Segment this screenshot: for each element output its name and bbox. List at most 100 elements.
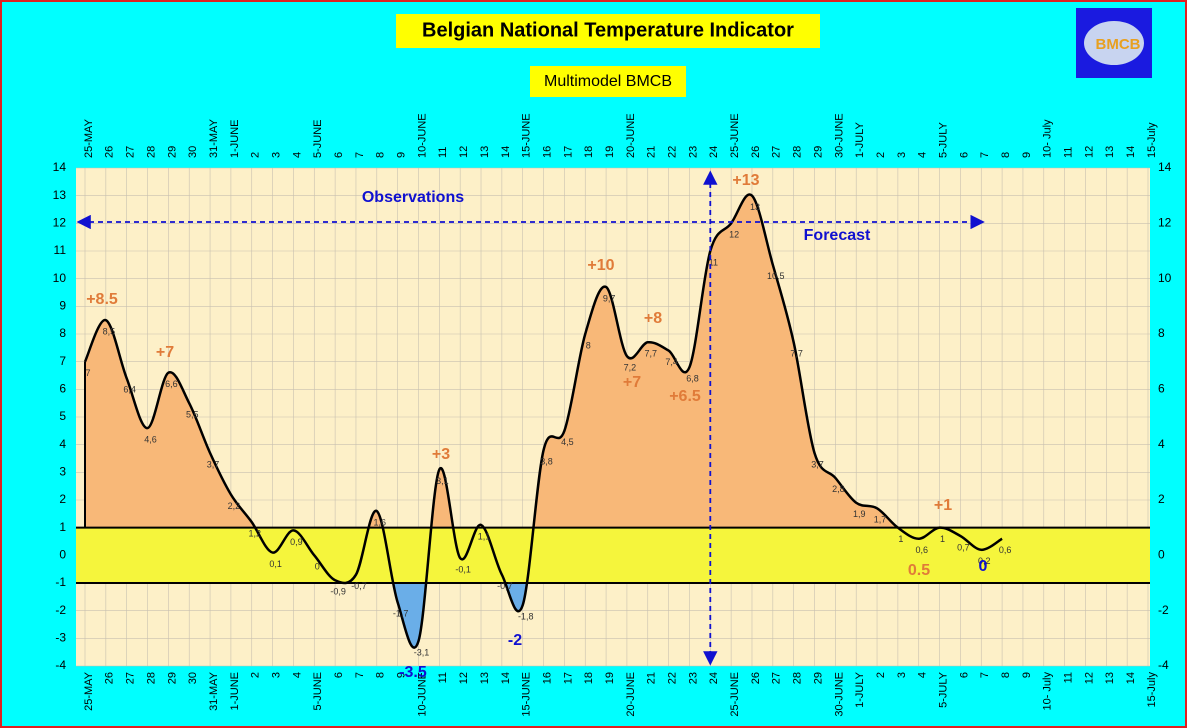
- x-tick-label-top: 24: [708, 146, 720, 158]
- value-label: 0: [315, 562, 320, 572]
- x-tick-label-top: 13: [1104, 146, 1116, 158]
- value-label: 1,9: [853, 509, 866, 519]
- x-tick-label: 5-JUNE: [312, 672, 324, 711]
- y-tick-label: -3: [55, 631, 66, 645]
- x-tick-label: 12: [1083, 672, 1095, 684]
- x-tick-label-top: 6: [958, 152, 970, 158]
- value-label: 1,2: [248, 529, 261, 539]
- annotation: +10: [587, 257, 614, 274]
- x-tick-label: 7: [979, 672, 991, 678]
- x-tick-label: 26: [104, 672, 116, 684]
- logo-text: BMCB: [1096, 36, 1141, 53]
- x-tick-label-top: 3: [896, 152, 908, 158]
- x-tick-label: 22: [667, 672, 679, 684]
- y-tick-label: 1: [59, 520, 66, 534]
- x-tick-label-top: 4: [291, 152, 303, 158]
- x-tick-label-top: 15-July: [1146, 122, 1158, 158]
- x-tick-label: 1-JUNE: [229, 672, 241, 711]
- y-tick-label: 13: [53, 188, 67, 202]
- x-tick-label: 4: [291, 672, 303, 678]
- y2-tick-label: 8: [1158, 326, 1165, 340]
- x-tick-label: 28: [145, 672, 157, 684]
- x-tick-label: 17: [562, 672, 574, 684]
- value-label: 1: [940, 534, 945, 544]
- value-label: 5,5: [186, 410, 199, 420]
- y-tick-label: 14: [53, 160, 67, 174]
- x-tick-label-top: 14: [1125, 146, 1137, 158]
- x-tick-label-top: 9: [1021, 152, 1033, 158]
- x-tick-label: 26: [750, 672, 762, 684]
- x-tick-label-top: 27: [125, 146, 137, 158]
- annotation: Forecast: [804, 227, 871, 244]
- value-label: -0,1: [455, 564, 471, 574]
- value-label: 7,7: [790, 349, 803, 359]
- value-label: 0,6: [999, 545, 1012, 555]
- x-tick-label: 9: [1021, 672, 1033, 678]
- x-tick-label-top: 22: [667, 146, 679, 158]
- value-label: -1,8: [518, 612, 534, 622]
- x-tick-label: 25-JUNE: [729, 672, 741, 717]
- x-tick-label-top: 28: [792, 146, 804, 158]
- y-tick-label: 8: [59, 326, 66, 340]
- value-label: 7,4: [665, 357, 678, 367]
- value-label: 0,6: [915, 545, 928, 555]
- x-tick-label: 27: [125, 672, 137, 684]
- x-tick-label-top: 6: [333, 152, 345, 158]
- x-tick-label: 24: [708, 672, 720, 684]
- x-tick-label: 2: [875, 672, 887, 678]
- value-label: 6,6: [165, 379, 178, 389]
- x-tick-label-top: 10- July: [1042, 119, 1054, 158]
- y-tick-label: 7: [59, 354, 66, 368]
- value-label: -0,7: [351, 581, 367, 591]
- x-tick-label-top: 8: [1000, 152, 1012, 158]
- x-tick-label: 11: [1063, 672, 1075, 683]
- y2-tick-label: 2: [1158, 492, 1165, 506]
- x-tick-label-top: 7: [354, 152, 366, 158]
- value-label: -1,7: [393, 609, 409, 619]
- value-label: -0,7: [497, 581, 513, 591]
- y-tick-label: -2: [55, 603, 66, 617]
- annotation: +1: [934, 497, 952, 514]
- x-tick-label: 4: [917, 672, 929, 678]
- x-tick-label: 21: [646, 672, 658, 684]
- y-tick-label: -1: [55, 575, 66, 589]
- x-tick-label: 9: [396, 672, 408, 678]
- x-tick-label-top: 5-JUNE: [312, 119, 324, 158]
- x-tick-label-top: 11: [437, 147, 449, 158]
- x-tick-label: 8: [375, 672, 387, 678]
- x-tick-label: 12: [458, 672, 470, 684]
- x-tick-label: 15-JUNE: [521, 672, 533, 717]
- annotation: +3: [432, 446, 450, 463]
- x-tick-label: 14: [1125, 672, 1137, 684]
- x-tick-label-top: 9: [396, 152, 408, 158]
- y-tick-label: 5: [59, 409, 66, 423]
- x-tick-label-top: 31-MAY: [208, 118, 220, 158]
- value-label: 2,2: [228, 501, 241, 511]
- x-tick-label-top: 3: [270, 152, 282, 158]
- value-label: 1,7: [874, 515, 887, 525]
- value-label: 4,6: [144, 434, 157, 444]
- x-tick-label-top: 25-JUNE: [729, 113, 741, 158]
- logo-map: [1084, 21, 1144, 65]
- y2-tick-label: -2: [1158, 603, 1169, 617]
- x-tick-label-top: 1-JULY: [854, 121, 866, 158]
- y2-tick-label: 14: [1158, 160, 1172, 174]
- value-label: 1: [898, 534, 903, 544]
- x-tick-label: 20-JUNE: [625, 672, 637, 717]
- x-tick-label: 7: [354, 672, 366, 678]
- x-tick-label-top: 7: [979, 152, 991, 158]
- value-label: 7,2: [624, 363, 637, 373]
- annotation: +8: [644, 310, 662, 327]
- x-tick-label-top: 26: [750, 146, 762, 158]
- x-tick-label: 5-JULY: [937, 671, 949, 708]
- y-tick-label: 2: [59, 492, 66, 506]
- x-tick-label-top: 14: [500, 146, 512, 158]
- value-label: 3,7: [811, 459, 824, 469]
- x-tick-label: 25-MAY: [83, 671, 95, 711]
- annotation: +6.5: [669, 388, 701, 405]
- x-tick-label: 30-JUNE: [833, 672, 845, 717]
- x-tick-label-top: 30: [187, 146, 199, 158]
- x-tick-label: 6: [958, 672, 970, 678]
- x-tick-label-top: 10-JUNE: [416, 113, 428, 158]
